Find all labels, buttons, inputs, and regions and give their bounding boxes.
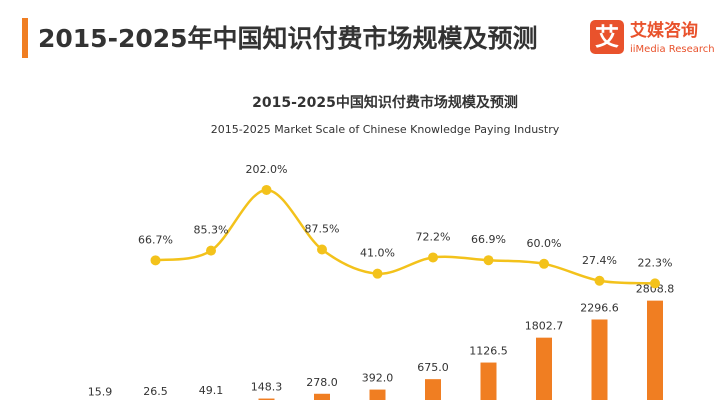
bar [314, 393, 330, 404]
title-accent [22, 18, 28, 58]
growth-point [206, 245, 216, 256]
bar [536, 337, 552, 404]
bar-label: 15.9 [88, 385, 113, 398]
bar [480, 362, 497, 404]
chart-subtitle: 2015-2025 Market Scale of Chinese Knowle… [211, 123, 560, 136]
bar-label: 148.3 [251, 381, 283, 394]
growth-label: 87.5% [305, 223, 340, 236]
growth-label: 85.3% [194, 224, 229, 237]
growth-point [150, 255, 161, 266]
logo-sub: iiMedia Research [630, 44, 715, 55]
growth-point [483, 255, 494, 266]
growth-line [155, 188, 656, 285]
bar-label: 675.0 [417, 361, 449, 374]
bar [647, 300, 663, 404]
growth-point [428, 252, 438, 263]
growth-label: 60.0% [527, 237, 562, 250]
logo-icon [590, 20, 624, 54]
growth-point [539, 258, 549, 269]
bar-label: 2296.6 [580, 301, 619, 314]
bar [369, 389, 386, 404]
growth-point [372, 268, 383, 279]
growth-label: 66.7% [138, 233, 173, 246]
chart-title: 2015-2025中国知识付费市场规模及预测 [252, 94, 518, 111]
bar-label: 1802.7 [525, 320, 564, 333]
bar [425, 379, 441, 404]
logo-name: 艾媒咨询 [630, 20, 698, 41]
growth-label: 41.0% [360, 247, 395, 260]
bar-label: 1126.5 [469, 345, 508, 358]
growth-point [594, 275, 605, 286]
growth-point [650, 278, 660, 289]
bar-label: 49.1 [199, 384, 224, 397]
growth-label: 66.9% [471, 233, 506, 246]
growth-label: 22.3% [638, 256, 673, 269]
growth-label: 27.4% [582, 254, 617, 267]
logo-icon-text: 艾 [595, 23, 619, 51]
bar [591, 319, 608, 404]
growth-point [261, 184, 272, 195]
bar-label: 26.5 [143, 385, 168, 398]
growth-label: 202.0% [246, 163, 288, 176]
growth-label: 72.2% [416, 230, 451, 243]
bar-label: 392.0 [362, 372, 394, 385]
growth-point [317, 244, 327, 255]
bar-label: 2808.8 [636, 283, 675, 296]
bar-label: 278.0 [306, 376, 338, 389]
page-title: 2015-2025年中国知识付费市场规模及预测 [38, 24, 538, 53]
